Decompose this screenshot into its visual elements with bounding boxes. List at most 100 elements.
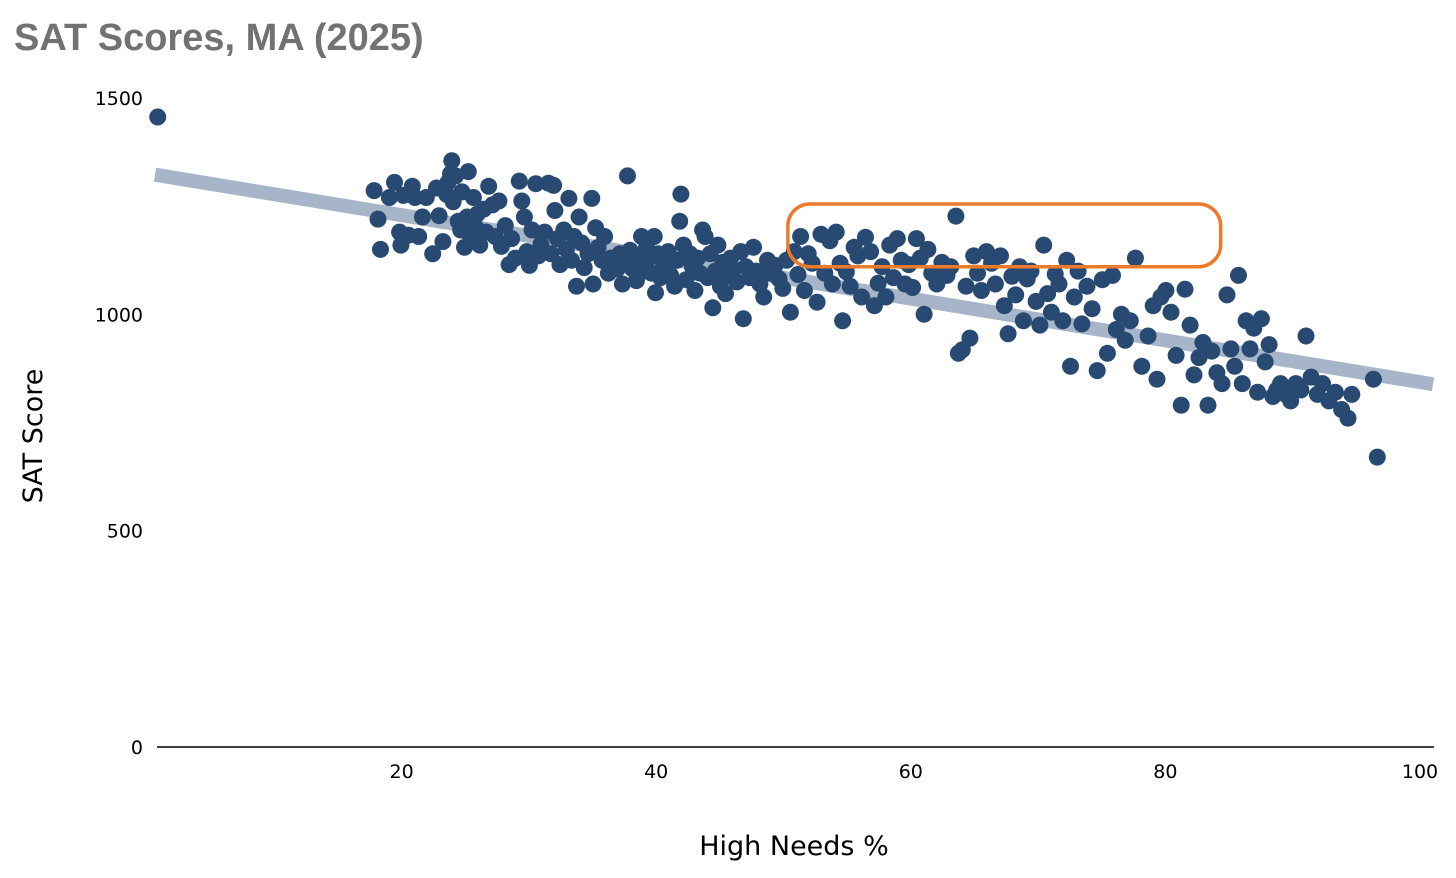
data-point [969,264,986,282]
data-point [1039,285,1057,303]
data-point [1260,336,1278,354]
data-point [728,273,746,291]
data-point [792,228,810,245]
x-tick-label: 100 [1402,761,1438,783]
data-point [1213,375,1231,393]
data-point [972,282,990,299]
data-point [841,277,859,295]
y-tick-label: 1500 [95,88,143,110]
data-point [1185,366,1203,384]
data-point [480,177,498,195]
data-point [1007,286,1025,304]
data-point [672,185,690,203]
x-axis-title: High Needs % [699,831,889,862]
data-point [915,305,933,323]
x-tick-label: 40 [644,761,668,783]
data-point [668,251,686,269]
data-point [1104,266,1121,284]
data-point [877,288,895,306]
data-point [907,230,925,248]
data-point [1121,312,1139,330]
data-point [443,152,461,170]
data-point [751,275,769,293]
data-point [888,230,906,248]
data-point [1162,303,1180,321]
data-point [584,275,602,293]
data-point [619,167,636,185]
data-point [1054,312,1072,330]
data-point [1326,383,1344,401]
y-axis-title: SAT Score [18,369,49,504]
data-point [1031,316,1049,334]
data-point [789,266,807,283]
data-point [1343,385,1361,403]
data-point [1148,370,1166,388]
x-tick-label: 20 [390,761,414,783]
data-point [1181,316,1199,334]
data-point [827,223,845,241]
data-point [496,217,514,235]
data-point [645,228,663,245]
data-point [1157,282,1175,299]
data-point [992,247,1009,265]
data-point [986,275,1004,293]
data-point [774,279,792,297]
data-point [570,208,588,226]
data-point [1098,344,1116,362]
data-point [386,173,403,191]
data-point [834,312,852,330]
data-point [1249,383,1267,401]
data-point [536,223,554,241]
data-point [430,207,448,225]
data-point [490,192,508,210]
data-point [1368,448,1386,466]
data-point [1230,266,1247,284]
data-point [1133,357,1151,375]
data-point [459,163,477,181]
data-point [434,233,452,251]
data-point [372,240,389,258]
data-point [1073,315,1091,333]
data-point [527,175,545,193]
y-tick-label: 500 [107,521,143,543]
data-point [1241,340,1259,358]
data-point [510,172,528,190]
data-point [823,275,841,293]
data-point [613,275,631,293]
data-point [747,262,765,280]
data-point [853,288,871,306]
data-point [1172,396,1190,414]
y-tick-label: 1000 [95,304,143,326]
data-point [1339,409,1357,427]
data-point [869,274,887,292]
data-point [755,288,773,306]
data-point [1078,277,1096,295]
data-point [513,192,531,210]
data-point [1116,331,1134,349]
data-point [1218,286,1236,304]
data-point [1088,362,1106,380]
data-point [1176,280,1194,298]
data-point [503,230,521,248]
data-point [545,176,563,194]
data-point [865,297,883,315]
data-point [696,228,714,245]
data-point [563,251,580,269]
data-point [724,260,742,278]
data-point [1233,375,1251,393]
data-point [1126,249,1144,267]
data-point [464,189,482,206]
data-point [957,277,975,295]
x-tick-label: 60 [899,761,923,783]
data-point [424,245,442,263]
data-point [1252,310,1270,328]
data-point [919,240,937,258]
data-point [575,259,593,277]
data-point [857,228,874,246]
data-point [1297,327,1315,345]
data-point [808,293,826,311]
data-point [1058,251,1076,269]
data-point [961,329,979,347]
data-point [369,210,387,228]
data-point [1065,288,1083,306]
